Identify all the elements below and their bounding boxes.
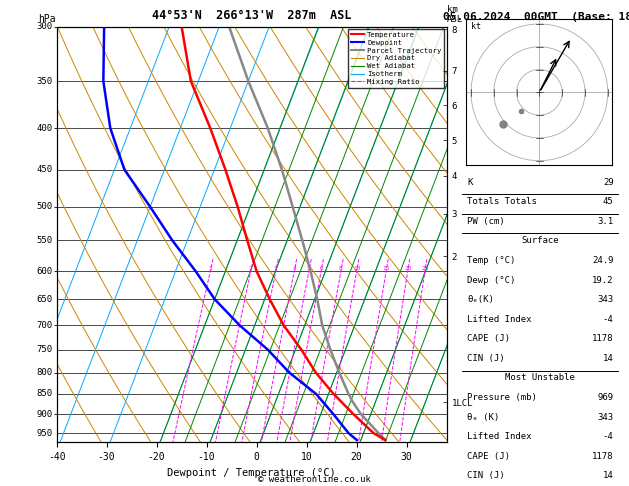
Text: 25: 25 bbox=[421, 266, 428, 271]
Text: Dewp (°C): Dewp (°C) bbox=[467, 276, 515, 285]
Text: 14: 14 bbox=[603, 471, 614, 481]
Text: -4: -4 bbox=[603, 432, 614, 441]
Text: 05.06.2024  00GMT  (Base: 18): 05.06.2024 00GMT (Base: 18) bbox=[443, 12, 629, 22]
Text: Surface: Surface bbox=[521, 236, 559, 245]
Text: 700: 700 bbox=[36, 321, 53, 330]
Text: θₑ(K): θₑ(K) bbox=[467, 295, 494, 304]
Text: 4: 4 bbox=[292, 266, 296, 271]
Text: K: K bbox=[467, 178, 472, 187]
Text: 44°53'N  266°13'W  287m  ASL: 44°53'N 266°13'W 287m ASL bbox=[152, 9, 352, 22]
Text: 20: 20 bbox=[404, 266, 411, 271]
Text: Most Unstable: Most Unstable bbox=[505, 373, 576, 382]
Text: 1: 1 bbox=[208, 266, 212, 271]
Text: 500: 500 bbox=[36, 202, 53, 211]
Text: 29: 29 bbox=[603, 178, 614, 187]
Text: Pressure (mb): Pressure (mb) bbox=[467, 393, 537, 402]
Text: 14: 14 bbox=[603, 354, 614, 363]
Text: 343: 343 bbox=[598, 413, 614, 422]
Text: CAPE (J): CAPE (J) bbox=[467, 334, 510, 343]
Text: hPa: hPa bbox=[38, 15, 55, 24]
Text: 8: 8 bbox=[339, 266, 343, 271]
Text: 6: 6 bbox=[320, 266, 323, 271]
Text: 45: 45 bbox=[603, 197, 614, 206]
Text: 550: 550 bbox=[36, 236, 53, 245]
Text: 24.9: 24.9 bbox=[592, 256, 614, 265]
Text: CAPE (J): CAPE (J) bbox=[467, 452, 510, 461]
Text: 650: 650 bbox=[36, 295, 53, 304]
Text: Lifted Index: Lifted Index bbox=[467, 315, 532, 324]
Text: km
ASL: km ASL bbox=[447, 5, 464, 24]
Text: 900: 900 bbox=[36, 410, 53, 418]
Text: 350: 350 bbox=[36, 77, 53, 86]
Text: 850: 850 bbox=[36, 389, 53, 399]
Text: 2: 2 bbox=[249, 266, 253, 271]
Text: 10: 10 bbox=[353, 266, 360, 271]
Text: 750: 750 bbox=[36, 345, 53, 354]
Text: 400: 400 bbox=[36, 123, 53, 133]
Text: Temp (°C): Temp (°C) bbox=[467, 256, 515, 265]
Text: kt: kt bbox=[471, 21, 481, 31]
Text: CIN (J): CIN (J) bbox=[467, 471, 504, 481]
Legend: Temperature, Dewpoint, Parcel Trajectory, Dry Adiabat, Wet Adiabat, Isotherm, Mi: Temperature, Dewpoint, Parcel Trajectory… bbox=[348, 29, 445, 88]
Text: 1178: 1178 bbox=[592, 452, 614, 461]
Text: Totals Totals: Totals Totals bbox=[467, 197, 537, 206]
Text: PW (cm): PW (cm) bbox=[467, 217, 504, 226]
Text: 3.1: 3.1 bbox=[598, 217, 614, 226]
Text: 343: 343 bbox=[598, 295, 614, 304]
Text: θₑ (K): θₑ (K) bbox=[467, 413, 499, 422]
X-axis label: Dewpoint / Temperature (°C): Dewpoint / Temperature (°C) bbox=[167, 468, 336, 478]
Text: 600: 600 bbox=[36, 267, 53, 276]
Text: 950: 950 bbox=[36, 429, 53, 437]
Text: 5: 5 bbox=[307, 266, 311, 271]
Text: 1178: 1178 bbox=[592, 334, 614, 343]
Text: 3: 3 bbox=[274, 266, 278, 271]
Text: 15: 15 bbox=[382, 266, 390, 271]
Text: © weatheronline.co.uk: © weatheronline.co.uk bbox=[258, 474, 371, 484]
Text: 19.2: 19.2 bbox=[592, 276, 614, 285]
Text: -4: -4 bbox=[603, 315, 614, 324]
Text: 800: 800 bbox=[36, 368, 53, 377]
Text: 450: 450 bbox=[36, 165, 53, 174]
Text: Lifted Index: Lifted Index bbox=[467, 432, 532, 441]
Text: 969: 969 bbox=[598, 393, 614, 402]
Text: 300: 300 bbox=[36, 22, 53, 31]
Text: CIN (J): CIN (J) bbox=[467, 354, 504, 363]
